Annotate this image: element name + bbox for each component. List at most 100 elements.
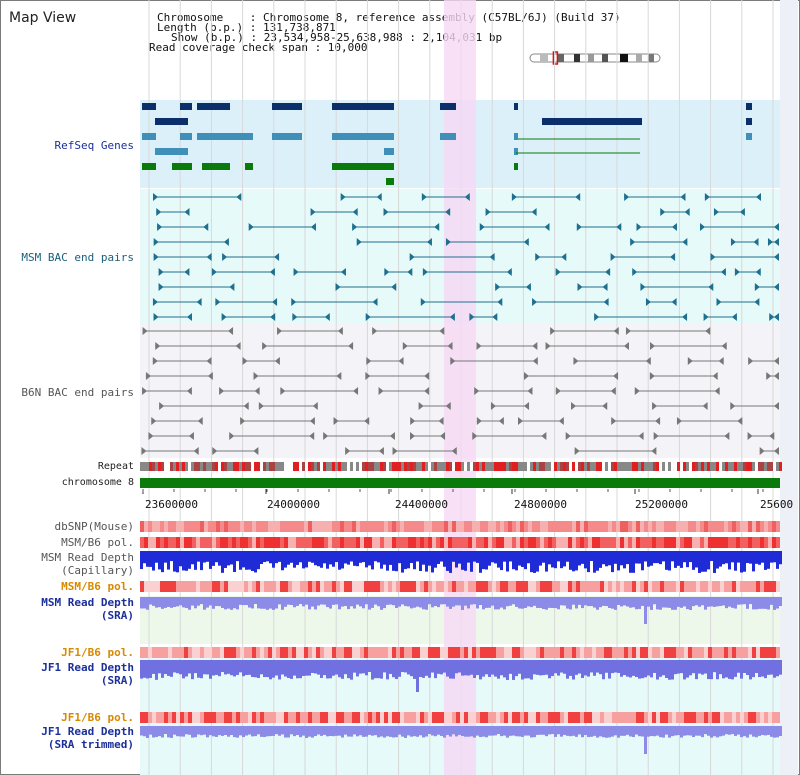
repeat-cell [200,462,203,471]
b6n-bac-pair-end [472,432,478,440]
heat-cell [636,521,640,532]
depth-jf1-trim-bar [659,726,662,738]
heat-cell [420,647,424,658]
heat-cell [744,537,748,548]
msm-b6-pol-label[interactable]: MSM/B6 pol. [61,536,134,549]
b6n-bac-pair-end [766,372,772,380]
heat-cell [248,647,252,658]
depth-capillary-bar [485,551,488,570]
depth-jf1-trim-bar [326,726,329,737]
depth-msm-sra-bar [557,597,560,610]
jf1-depth-sra-label[interactable]: JF1 Read Depth [41,661,134,674]
heat-cell [408,712,412,723]
b6n-bac-label[interactable]: B6N BAC end pairs [21,386,134,399]
depth-msm-sra-bar [554,597,557,609]
heat-cell [400,712,404,723]
depth-msm-sra-bar [491,597,494,606]
b6n-bac-pair-end [229,432,235,440]
repeat-cell [467,462,470,471]
depth-capillary-bar [662,551,665,562]
depth-msm-sra-bar [614,597,617,610]
jf1-b6-pol-label-2[interactable]: JF1/B6 pol. [61,711,134,724]
jf1-b6-pol-label[interactable]: JF1/B6 pol. [61,646,134,659]
heat-cell [536,712,540,723]
heat-cell [176,712,180,723]
msm-depth-capillary-label[interactable]: MSM Read Depth [41,551,134,564]
depth-capillary-bar [395,551,398,572]
msm-depth-sra-label[interactable]: MSM Read Depth [41,596,134,609]
heat-cell [148,712,152,723]
heat-cell [596,647,600,658]
msm-bac-label[interactable]: MSM BAC end pairs [21,251,134,264]
heat-cell [692,521,696,532]
depth-msm-sra-bar [302,597,305,607]
heat-cell [168,521,172,532]
heat-cell [740,712,744,723]
depth-jf1-trim-bar [140,726,143,736]
depth-jf1-sra-bar [347,660,350,679]
depth-msm-sra-bar [653,597,656,605]
heat-cell [340,647,344,658]
heat-cell [612,712,616,723]
depth-jf1-sra-bar [437,660,440,674]
heat-cell [508,537,512,548]
heat-cell [404,537,408,548]
msm-bac-pair-end [605,268,611,276]
repeat-cell [458,462,461,471]
dbsnp-label[interactable]: dbSNP(Mouse) [54,520,134,533]
msm-b6-pol-label-2[interactable]: MSM/B6 pol. [61,580,134,593]
depth-jf1-sra-bar [767,660,770,675]
depth-jf1-trim-bar [545,726,548,737]
heat-cell [484,521,488,532]
heat-cell [684,537,688,548]
depth-msm-sra-bar [662,597,665,608]
heat-cell [324,537,328,548]
heat-cell [156,712,160,723]
gene-feature [272,133,302,140]
chromosome-ideogram[interactable] [528,51,663,65]
b6n-bac-pair-end [759,447,765,455]
heat-cell [424,581,428,592]
ideogram-band [540,54,548,62]
depth-jf1-sra-bar [176,660,179,674]
heat-cell [476,647,480,658]
depth-msm-sra-bar [209,597,212,606]
depth-capillary-bar [584,551,587,569]
heat-cell [580,537,584,548]
heat-cell [464,521,468,532]
depth-jf1-sra-bar [434,660,437,679]
heat-cell [712,521,716,532]
depth-jf1-sra-bar [677,660,680,674]
ideogram-band [620,54,628,62]
heat-cell [420,581,424,592]
repeat-cell [176,462,179,471]
heat-cell [196,537,200,548]
depth-msm-sra-bar [593,597,596,608]
heat-cell [632,712,636,723]
heat-cell [264,647,268,658]
heat-cell [636,647,640,658]
heat-cell [380,712,384,723]
msm-bac-pair-end [434,223,440,231]
refseq-genes-label[interactable]: RefSeq Genes [54,139,134,152]
heat-cell [568,712,572,723]
depth-capillary-bar [359,551,362,563]
gene-feature [514,163,518,170]
b6n-bac-pair-end [142,387,148,395]
depth-jf1-sra-bar [290,660,293,679]
repeat-cell [608,462,611,471]
heat-cell [264,521,268,532]
b6n-bac-pair-end [718,357,724,365]
heat-cell [672,521,676,532]
jf1-depth-trim-label[interactable]: JF1 Read Depth [41,725,134,738]
repeat-cell [152,462,155,471]
depth-jf1-sra-bar [284,660,287,677]
repeat-cell [461,462,464,471]
depth-capillary-bar [176,551,179,573]
repeat-cell [755,462,758,471]
heat-cell [644,581,648,592]
heat-cell [428,712,432,723]
heat-cell [200,712,204,723]
depth-jf1-sra-bar [185,660,188,677]
